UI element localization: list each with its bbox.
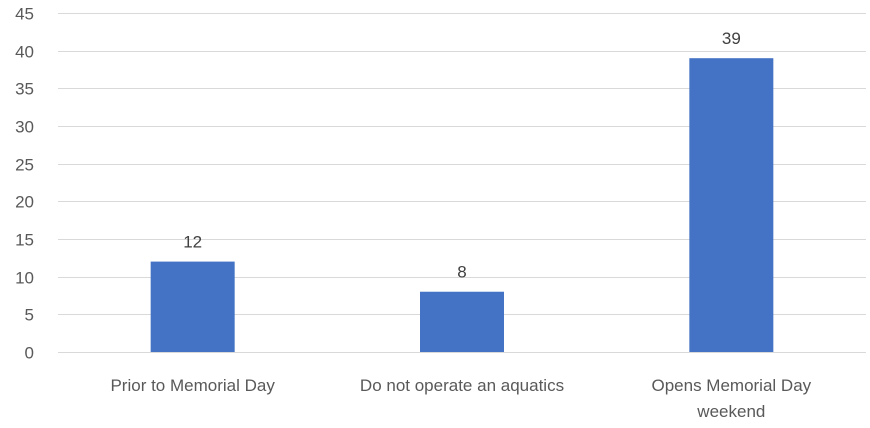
category-label: Opens Memorial Day	[651, 376, 811, 395]
y-tick-label: 30	[15, 118, 34, 137]
category-label: Prior to Memorial Day	[110, 376, 275, 395]
data-label: 12	[183, 233, 202, 252]
y-tick-label: 5	[25, 306, 34, 325]
bar	[420, 291, 504, 352]
y-tick-label: 45	[15, 5, 34, 24]
y-tick-label: 10	[15, 269, 34, 288]
data-label: 39	[722, 29, 741, 48]
bar	[689, 58, 774, 352]
y-tick-label: 35	[15, 80, 34, 99]
bars	[150, 58, 774, 352]
y-tick-label: 20	[15, 193, 34, 212]
y-tick-label: 25	[15, 156, 34, 175]
bar	[150, 261, 235, 352]
data-label: 8	[457, 263, 466, 282]
y-tick-label: 40	[15, 43, 34, 62]
category-label: weekend	[696, 402, 765, 421]
y-tick-label: 0	[25, 344, 34, 363]
y-axis-tick-labels: 0 5 10 15 20 25 30 35 40 45	[15, 5, 34, 363]
category-label: Do not operate an aquatics	[360, 376, 564, 395]
x-axis-category-labels: Prior to Memorial Day Do not operate an a…	[110, 376, 811, 421]
y-tick-label: 15	[15, 231, 34, 250]
data-labels: 12 8 39	[183, 29, 741, 282]
